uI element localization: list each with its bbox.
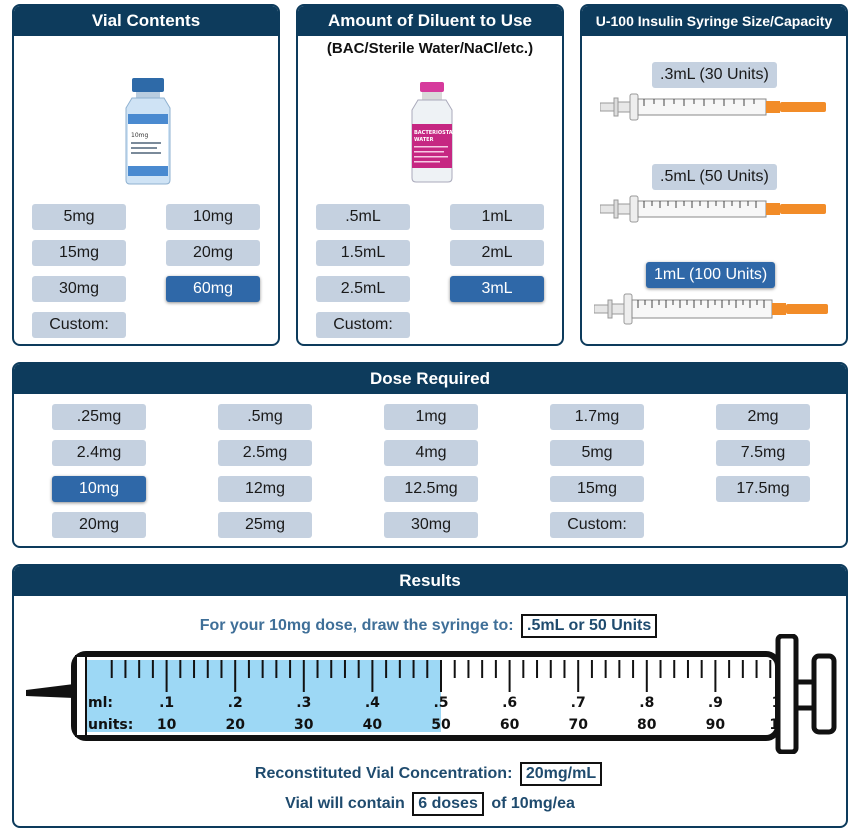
- syringe-option-05ml[interactable]: .5mL (50 Units): [652, 164, 777, 190]
- dose-option-2-4mg[interactable]: 2.4mg: [52, 440, 146, 466]
- diluent-subtitle: (BAC/Sterile Water/NaCl/etc.): [326, 40, 534, 57]
- doses-text: Vial will contain: [285, 795, 405, 812]
- dose-option-17-5mg[interactable]: 17.5mg: [716, 476, 810, 502]
- diluent-title: Amount of Diluent to Use: [298, 6, 562, 36]
- ml-tick-label: .8: [639, 695, 654, 711]
- vial-option-5mg[interactable]: 5mg: [32, 204, 126, 230]
- vial-option-60mg[interactable]: 60mg: [166, 276, 260, 302]
- ml-tick-label: .7: [571, 695, 586, 711]
- svg-text:BACTERIOSTATIC: BACTERIOSTATIC: [414, 130, 462, 136]
- syringe-05ml-icon[interactable]: [600, 194, 840, 224]
- concentration-value: 20mg/mL: [519, 762, 603, 786]
- units-tick-label: 80: [637, 717, 657, 733]
- syringe-option-1ml[interactable]: 1mL (100 Units): [646, 262, 776, 288]
- dose-option-1mg[interactable]: 1mg: [384, 404, 478, 430]
- needle-tip: [26, 684, 74, 698]
- vial-option-15mg[interactable]: 15mg: [32, 240, 126, 266]
- dose-option-30mg[interactable]: 30mg: [384, 512, 478, 538]
- dose-required-title: Dose Required: [14, 364, 846, 394]
- doses-line: Vial will contain 6 doses of 10mg/ea: [14, 792, 846, 816]
- dose-option-2-5mg[interactable]: 2.5mg: [218, 440, 312, 466]
- dose-option-12-5mg[interactable]: 12.5mg: [384, 476, 478, 502]
- dose-option-12mg[interactable]: 12mg: [218, 476, 312, 502]
- diluent-option-1-5ml[interactable]: 1.5mL: [316, 240, 410, 266]
- svg-text:10mg: 10mg: [131, 132, 148, 139]
- syringe-plunger-flange: [811, 653, 837, 735]
- units-tick-label: 70: [568, 717, 588, 733]
- ml-tick-label: .4: [365, 695, 380, 711]
- vial-icon: 10mg: [125, 78, 171, 185]
- dose-option-2mg[interactable]: 2mg: [716, 404, 810, 430]
- concentration-text: Reconstituted Vial Concentration:: [254, 765, 513, 782]
- ml-tick-label: .9: [708, 695, 723, 711]
- vial-option-custom[interactable]: Custom:: [32, 312, 126, 338]
- ml-tick-label: .3: [296, 695, 311, 711]
- units-tick-label: 30: [294, 717, 314, 733]
- results-panel: Results For your 10mg dose, draw the syr…: [12, 564, 848, 828]
- diluent-option-custom[interactable]: Custom:: [316, 312, 410, 338]
- draw-instruction: For your 10mg dose, draw the syringe to:…: [14, 614, 846, 638]
- draw-instruction-text: For your 10mg dose, draw the syringe to:: [199, 617, 514, 634]
- dose-option-20mg[interactable]: 20mg: [52, 512, 146, 538]
- doses-value: 6 doses: [412, 792, 484, 816]
- dose-option-7-5mg[interactable]: 7.5mg: [716, 440, 810, 466]
- units-axis-label: units:: [88, 717, 133, 733]
- dose-option-10mg[interactable]: 10mg: [52, 476, 146, 502]
- results-syringe-diagram: ml: units: .1.2.3.4.5.6.7.8.91.010203040…: [26, 634, 837, 754]
- syringe-plunger-stopper: [775, 634, 799, 754]
- units-tick-label: 20: [225, 717, 245, 733]
- vial-option-10mg[interactable]: 10mg: [166, 204, 260, 230]
- dose-option-4mg[interactable]: 4mg: [384, 440, 478, 466]
- units-tick-label: 40: [363, 717, 383, 733]
- syringe-1ml-icon[interactable]: [594, 292, 838, 326]
- dose-option-custom[interactable]: Custom:: [550, 512, 644, 538]
- dose-option-15mg[interactable]: 15mg: [550, 476, 644, 502]
- dose-option-1-7mg[interactable]: 1.7mg: [550, 404, 644, 430]
- syringe-plunger-rod: [793, 679, 817, 711]
- diluent-option-3ml[interactable]: 3mL: [450, 276, 544, 302]
- vial-contents-panel: Vial Contents 10mg 5mg 10mg 15mg 20mg 30mg 60…: [12, 4, 280, 346]
- vial-option-20mg[interactable]: 20mg: [166, 240, 260, 266]
- dose-option-5mg[interactable]: .5mg: [218, 404, 312, 430]
- dose-option-25mg[interactable]: .25mg: [52, 404, 146, 430]
- diluent-panel: Amount of Diluent to Use (BAC/Sterile Wa…: [296, 4, 564, 346]
- ml-tick-label: .5: [433, 695, 448, 711]
- dose-option-25mg[interactable]: 25mg: [218, 512, 312, 538]
- svg-text:WATER: WATER: [414, 137, 434, 143]
- syringe-size-title: U-100 Insulin Syringe Size/Capacity: [582, 6, 846, 36]
- units-tick-label: 10: [157, 717, 177, 733]
- syringe-option-03ml[interactable]: .3mL (30 Units): [652, 62, 777, 88]
- ml-tick-label: .2: [228, 695, 243, 711]
- vial-contents-title: Vial Contents: [14, 6, 278, 36]
- vial-option-30mg[interactable]: 30mg: [32, 276, 126, 302]
- results-title: Results: [14, 566, 846, 596]
- bacteriostatic-water-bottle-icon: BACTERIOSTATIC WATER: [411, 82, 462, 183]
- ml-tick-label: .6: [502, 695, 517, 711]
- units-tick-label: 50: [431, 717, 451, 733]
- diluent-option-2-5ml[interactable]: 2.5mL: [316, 276, 410, 302]
- dose-option-5mg[interactable]: 5mg: [550, 440, 644, 466]
- diluent-option-1ml[interactable]: 1mL: [450, 204, 544, 230]
- diluent-option-2ml[interactable]: 2mL: [450, 240, 544, 266]
- ml-axis-label: ml:: [88, 695, 113, 711]
- concentration-line: Reconstituted Vial Concentration: 20mg/m…: [14, 762, 846, 786]
- doses-suffix: of 10mg/ea: [491, 795, 575, 812]
- dose-required-panel: Dose Required .25mg .5mg 1mg 1.7mg 2mg 2.4mg 2…: [12, 362, 848, 548]
- diluent-option-5ml[interactable]: .5mL: [316, 204, 410, 230]
- units-tick-label: 90: [706, 717, 726, 733]
- draw-volume-value: .5mL or 50 Units: [521, 614, 658, 638]
- syringe-size-panel: U-100 Insulin Syringe Size/Capacity .3mL…: [580, 4, 848, 346]
- syringe-03ml-icon[interactable]: [600, 92, 840, 122]
- units-tick-label: 60: [500, 717, 520, 733]
- ml-tick-label: .1: [159, 695, 174, 711]
